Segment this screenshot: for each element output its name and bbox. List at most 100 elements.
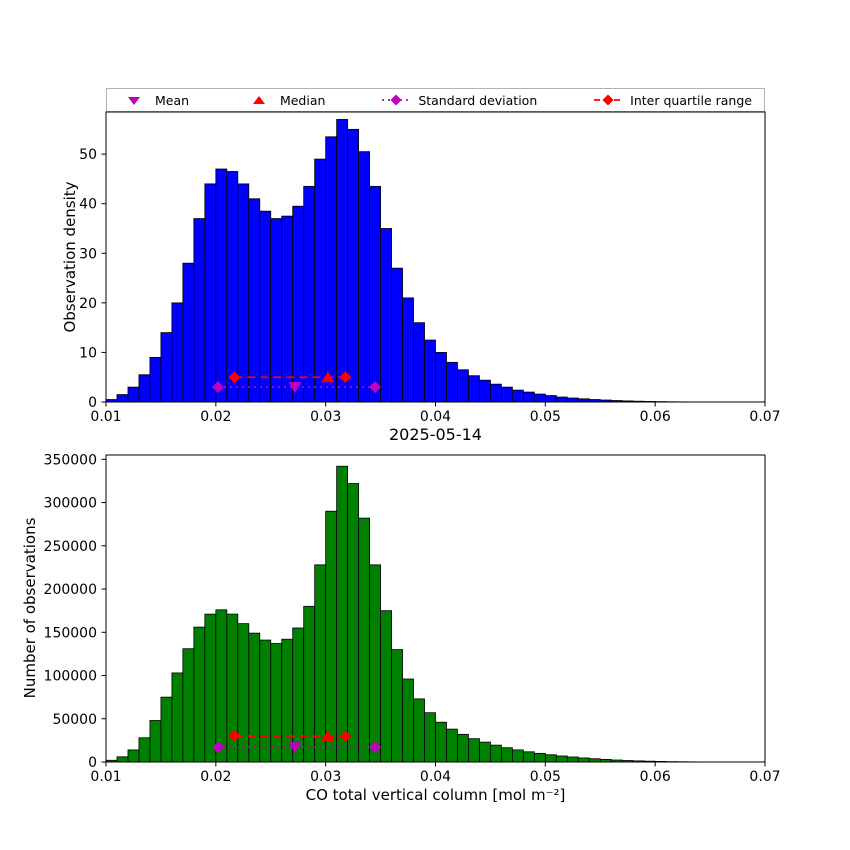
histogram-bar — [500, 747, 513, 763]
histogram-bar — [149, 356, 162, 403]
y-axis-label-top: Observation density — [61, 181, 79, 333]
histogram-bar — [160, 332, 173, 403]
x-tick-label: 0.06 — [640, 409, 671, 425]
mean-marker — [288, 742, 302, 754]
legend-item-std: Standard deviation — [380, 92, 537, 108]
histogram-bar — [533, 393, 546, 403]
histogram-bar — [127, 386, 140, 403]
legend-label-mean: Mean — [155, 92, 190, 108]
mean-marker — [288, 382, 302, 394]
y-tick-label: 300000 — [44, 496, 97, 512]
y-tick-label: 350000 — [44, 452, 97, 468]
histogram-bar — [555, 755, 568, 763]
histogram-bar — [215, 168, 228, 403]
histogram-bar — [182, 262, 195, 403]
histogram-bar — [424, 712, 436, 763]
histogram-top: 0.01 0.02 0.03 0.04 0.05 0.06 0.07 0 10 20 30 40 50 — [79, 111, 781, 425]
histogram-bar — [138, 374, 151, 403]
histogram-bar — [479, 741, 491, 763]
histogram-bar — [237, 623, 250, 763]
histogram-bar — [215, 609, 228, 763]
histogram-bar — [424, 339, 436, 403]
histogram-bar — [204, 183, 217, 403]
histogram-bar — [259, 639, 272, 763]
histogram-bar — [435, 352, 447, 403]
histogram-bar — [292, 627, 305, 763]
std-diamond-left — [212, 381, 225, 394]
y-tick-label: 10 — [79, 345, 97, 361]
histogram-bar — [358, 151, 371, 403]
histogram-bar — [446, 728, 458, 763]
y-tick-label: 30 — [79, 246, 97, 262]
legend-item-median: Median — [244, 92, 325, 108]
histogram-bar — [490, 744, 502, 763]
x-tick-label: 0.07 — [749, 409, 780, 425]
x-tick-label: 0.01 — [90, 409, 121, 425]
histogram-bar — [533, 752, 546, 763]
mean-triangle-down-icon — [128, 97, 140, 105]
histogram-bar — [358, 517, 371, 763]
histogram-bar — [116, 394, 129, 403]
histogram-bar — [468, 738, 480, 763]
y-tick-label: 250000 — [44, 539, 97, 555]
y-tick-label: 0 — [88, 755, 97, 771]
histogram-bar — [446, 361, 458, 403]
std-diamond-dotted-icon — [382, 94, 411, 106]
iqr-diamond-dashed-icon — [594, 94, 623, 106]
median-marker — [321, 730, 335, 742]
legend-label-iqr: Inter quartile range — [630, 92, 752, 108]
histogram-bar — [511, 749, 524, 763]
std-diamond-right — [369, 381, 382, 394]
iqr-diamond-right — [339, 730, 352, 743]
y-tick-label: 20 — [79, 296, 97, 312]
histogram-bar — [336, 119, 349, 403]
histogram-bar — [347, 483, 360, 763]
histogram-bar — [193, 218, 206, 403]
histogram-bar — [544, 754, 557, 763]
histogram-bar — [522, 391, 535, 403]
iqr-diamond-right — [339, 371, 352, 384]
y-tick-label: 0 — [88, 395, 97, 411]
histogram-bar — [544, 395, 557, 403]
x-tick-label: 0.05 — [530, 409, 561, 425]
histogram-bar — [468, 375, 480, 403]
histogram-bar — [248, 632, 261, 763]
x-tick-label: 0.06 — [640, 769, 671, 785]
histogram-bar — [116, 756, 129, 763]
date-title: 2025-05-14 — [389, 425, 482, 444]
x-tick-label: 0.07 — [749, 769, 780, 785]
histogram-bar — [171, 672, 184, 763]
histogram-bar — [457, 369, 469, 403]
histogram-bar — [511, 389, 524, 403]
histogram-bar — [292, 205, 305, 403]
histogram-bar — [314, 564, 327, 763]
median-marker — [321, 371, 335, 383]
histogram-bar — [281, 215, 294, 403]
y-axis-label-bottom: Number of observations — [21, 517, 39, 699]
histogram-bar — [566, 397, 579, 403]
x-tick-label: 0.01 — [90, 769, 121, 785]
y-tick-label: 50 — [79, 147, 97, 163]
std-diamond-left — [212, 741, 225, 754]
histogram-bar — [479, 379, 491, 403]
histogram-bar — [347, 128, 360, 403]
histogram-bar — [171, 302, 184, 403]
median-triangle-up-icon — [252, 96, 265, 104]
histogram-bar — [336, 465, 349, 763]
legend-label-median: Median — [279, 92, 326, 108]
histogram-bar — [303, 185, 316, 403]
histogram-bar — [182, 648, 195, 763]
histogram-bar — [500, 386, 513, 403]
iqr-diamond-left — [228, 371, 241, 384]
histogram-bar — [457, 733, 469, 763]
histogram-bar — [522, 751, 535, 763]
y-tick-label: 50000 — [52, 712, 97, 728]
x-tick-label: 0.04 — [420, 769, 451, 785]
x-tick-label: 0.03 — [310, 409, 341, 425]
histogram-bar — [402, 297, 414, 403]
iqr-diamond-left — [228, 730, 241, 743]
histogram-bar — [577, 757, 590, 763]
legend-item-mean: Mean — [119, 92, 189, 108]
histogram-bar — [259, 210, 272, 403]
